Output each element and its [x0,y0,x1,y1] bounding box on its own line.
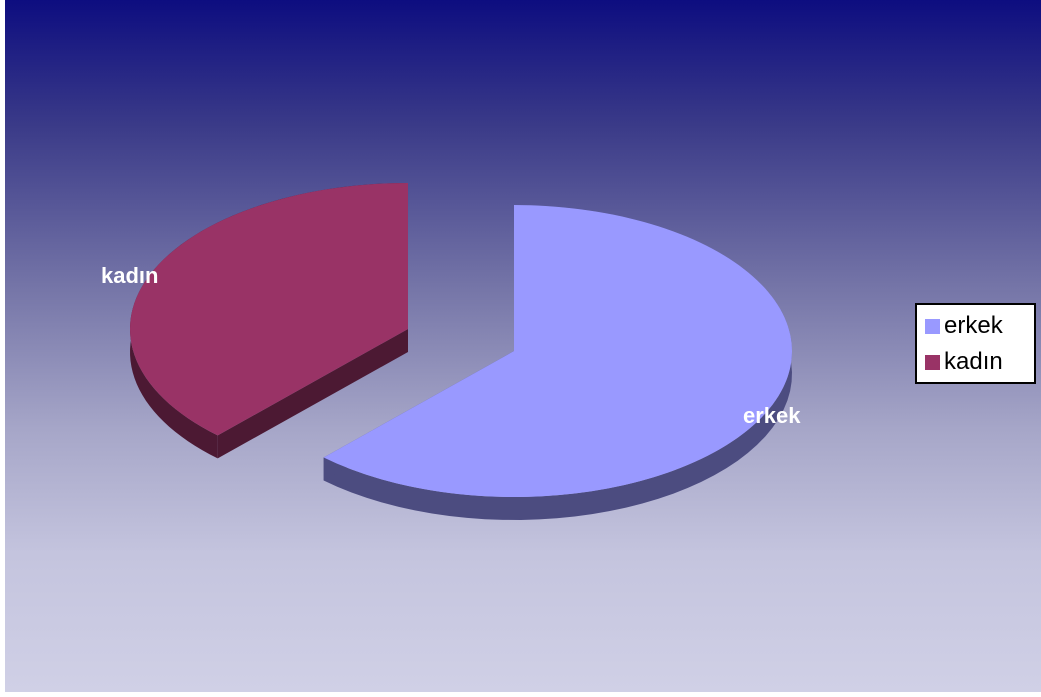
chart-background: erkek kadın erkek kadın [5,0,1041,692]
data-label-erkek: erkek [743,403,801,428]
data-label-kadin: kadın [101,263,158,288]
legend-label-erkek: erkek [944,312,1003,339]
legend-label-kadin: kadın [944,348,1003,375]
chart-legend: erkek kadın [915,303,1036,384]
legend-swatch-kadin [925,354,940,370]
slice-cut-1-0 [217,328,409,459]
slice-kadin [130,182,409,436]
slice-erkek [323,205,792,498]
legend-swatch-erkek [925,318,940,334]
slice-side-0 [323,205,792,520]
legend-item-kadin: kadın [925,347,1003,377]
pie-chart: erkek kadın [101,182,801,520]
legend-item-erkek: erkek [925,311,1003,341]
pie-slices [130,182,792,520]
